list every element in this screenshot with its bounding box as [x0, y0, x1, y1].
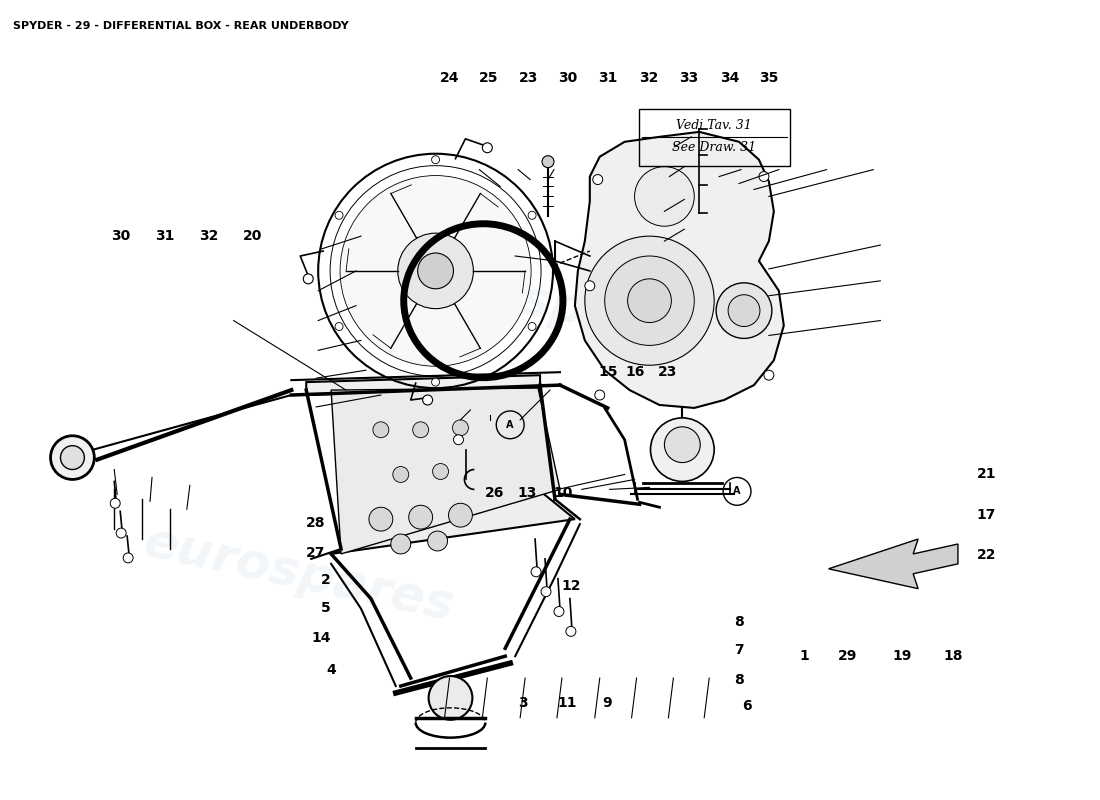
Text: 30: 30	[111, 229, 131, 242]
Text: 23: 23	[658, 365, 676, 379]
Circle shape	[585, 281, 595, 290]
Text: 23: 23	[518, 71, 538, 86]
Circle shape	[432, 463, 449, 479]
Text: Vedi Tav. 31: Vedi Tav. 31	[676, 119, 752, 133]
Circle shape	[431, 156, 440, 164]
Circle shape	[336, 211, 343, 219]
Circle shape	[418, 253, 453, 289]
Polygon shape	[575, 132, 784, 408]
Text: 28: 28	[306, 516, 326, 530]
Text: eurospares: eurospares	[139, 518, 458, 631]
Text: 9: 9	[602, 697, 612, 710]
Circle shape	[429, 676, 472, 720]
Circle shape	[60, 446, 85, 470]
Circle shape	[716, 283, 772, 338]
Polygon shape	[828, 539, 958, 589]
Text: 11: 11	[558, 697, 578, 710]
Circle shape	[595, 390, 605, 400]
Circle shape	[412, 422, 429, 438]
Circle shape	[528, 322, 536, 330]
Text: 10: 10	[553, 486, 573, 500]
Text: 22: 22	[977, 548, 997, 562]
Circle shape	[390, 534, 410, 554]
Circle shape	[428, 531, 448, 551]
Circle shape	[482, 142, 493, 153]
Text: 4: 4	[327, 663, 337, 677]
Text: A: A	[734, 486, 740, 496]
Text: SPYDER - 29 - DIFFERENTIAL BOX - REAR UNDERBODY: SPYDER - 29 - DIFFERENTIAL BOX - REAR UN…	[13, 21, 349, 30]
Text: 25: 25	[478, 71, 498, 86]
Polygon shape	[331, 490, 575, 554]
Circle shape	[110, 498, 120, 508]
Circle shape	[452, 420, 469, 436]
Text: 19: 19	[893, 649, 912, 663]
Circle shape	[628, 279, 671, 322]
Text: 1: 1	[799, 649, 808, 663]
Text: 24: 24	[440, 71, 459, 86]
Circle shape	[449, 503, 472, 527]
Circle shape	[541, 586, 551, 597]
Circle shape	[393, 466, 409, 482]
Circle shape	[650, 418, 714, 482]
Text: 2: 2	[321, 573, 331, 586]
Text: 8: 8	[735, 615, 745, 630]
Circle shape	[422, 395, 432, 405]
Circle shape	[409, 506, 432, 529]
Text: 32: 32	[639, 71, 658, 86]
Circle shape	[728, 294, 760, 326]
Text: eurospares: eurospares	[390, 254, 710, 356]
Circle shape	[431, 378, 440, 386]
Text: 7: 7	[735, 643, 745, 658]
Circle shape	[528, 211, 536, 219]
Polygon shape	[331, 388, 560, 554]
Text: 34: 34	[719, 71, 739, 86]
Text: 32: 32	[199, 229, 218, 242]
Text: 31: 31	[598, 71, 618, 86]
Circle shape	[123, 553, 133, 563]
Text: 15: 15	[598, 365, 618, 379]
Circle shape	[336, 322, 343, 330]
Circle shape	[554, 606, 564, 617]
Text: 35: 35	[759, 71, 779, 86]
Text: 12: 12	[561, 579, 581, 593]
Circle shape	[593, 174, 603, 185]
Text: 33: 33	[680, 71, 698, 86]
Circle shape	[531, 567, 541, 577]
Circle shape	[585, 236, 714, 366]
Text: 3: 3	[518, 697, 528, 710]
Text: 27: 27	[306, 546, 326, 559]
Circle shape	[117, 528, 126, 538]
Circle shape	[605, 256, 694, 346]
Circle shape	[664, 427, 701, 462]
Text: 18: 18	[943, 649, 962, 663]
Circle shape	[453, 434, 463, 445]
Text: See Draw. 31: See Draw. 31	[672, 142, 756, 154]
Circle shape	[51, 436, 95, 479]
Text: A: A	[506, 420, 514, 430]
Text: 17: 17	[977, 508, 997, 522]
Text: 31: 31	[155, 229, 175, 242]
Text: 21: 21	[977, 467, 997, 481]
Text: 26: 26	[484, 486, 504, 500]
Polygon shape	[306, 375, 540, 395]
Text: 14: 14	[311, 631, 331, 646]
Text: 16: 16	[626, 365, 645, 379]
Circle shape	[565, 626, 576, 636]
Text: 5: 5	[321, 601, 331, 615]
Circle shape	[635, 166, 694, 226]
Text: 6: 6	[742, 699, 751, 713]
Text: 20: 20	[243, 229, 262, 242]
Circle shape	[763, 370, 774, 380]
Text: 30: 30	[558, 71, 578, 86]
Circle shape	[398, 233, 473, 309]
Text: 8: 8	[735, 674, 745, 687]
Text: 29: 29	[838, 649, 857, 663]
Circle shape	[304, 274, 313, 284]
Circle shape	[759, 171, 769, 182]
Circle shape	[368, 507, 393, 531]
Text: 13: 13	[517, 486, 537, 500]
Circle shape	[340, 175, 531, 366]
Circle shape	[373, 422, 388, 438]
Circle shape	[542, 156, 554, 168]
